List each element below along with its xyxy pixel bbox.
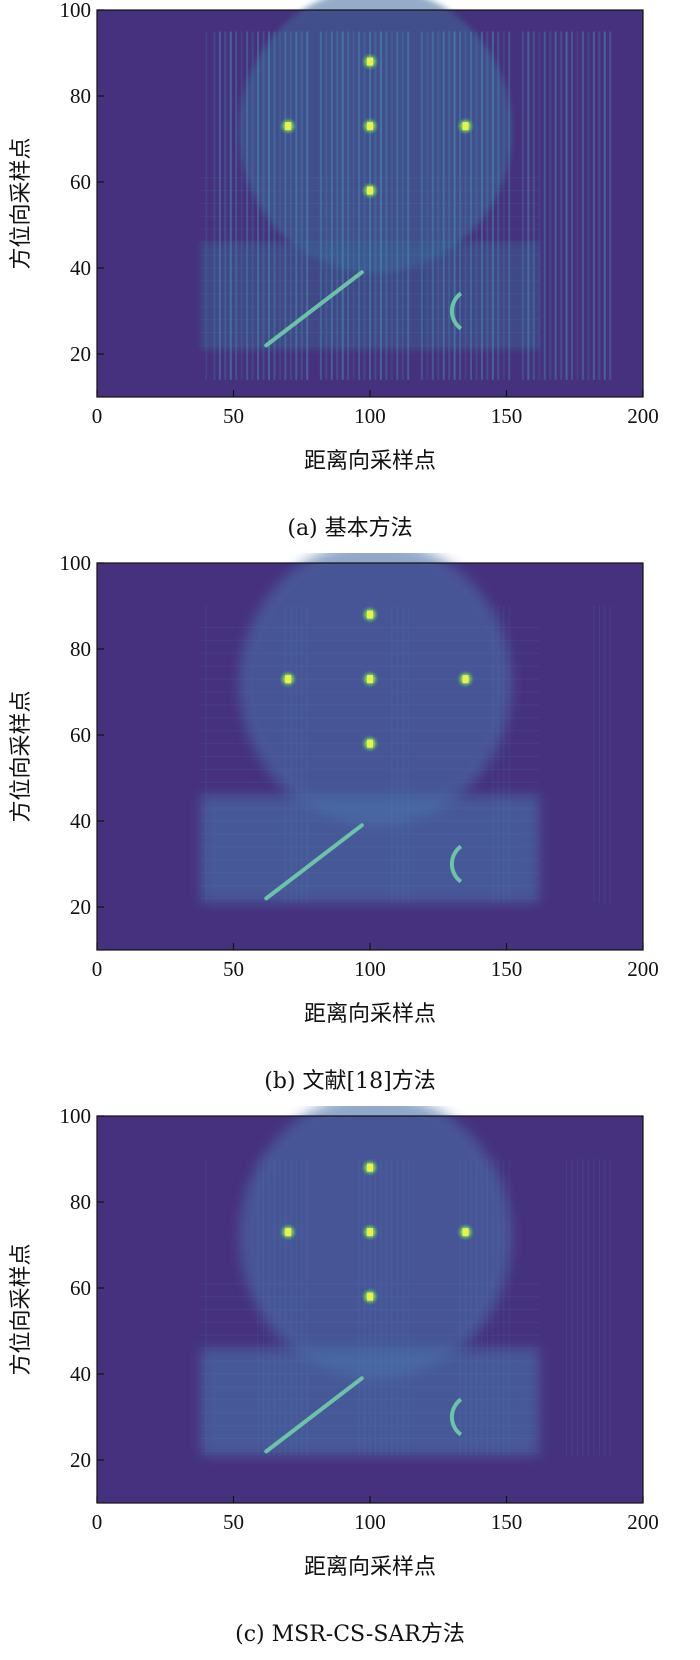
heatmap-chart-b: 0 50 100 150 200 20 40 60 80 100 距离向采样点 方位向采样点 [9, 553, 659, 1027]
x-tick-label: 50 [223, 957, 244, 981]
y-tick-label: 100 [60, 0, 92, 22]
panel-a: 0 50 100 150 200 20 40 60 80 100 距离向采样点 方位向采样点 (a) … [0, 0, 700, 553]
x-tick-label: 100 [354, 404, 386, 428]
x-axis-label: 距离向采样点 [304, 1002, 436, 1027]
y-tick-label: 60 [70, 1276, 91, 1300]
point-target-core [367, 186, 373, 195]
point-target-core [367, 739, 373, 748]
x-tick-label: 200 [627, 957, 659, 981]
point-target-core [367, 57, 373, 66]
x-tick-label: 100 [354, 1510, 386, 1534]
y-axis-label: 方位向采样点 [9, 690, 34, 822]
point-target-core [367, 1228, 373, 1237]
y-tick-label: 20 [70, 1448, 91, 1472]
arc-target [449, 844, 463, 884]
lower-region [200, 242, 540, 350]
x-axis-label: 距离向采样点 [304, 1555, 436, 1580]
y-tick-label: 40 [70, 809, 91, 833]
caption-a: (a) 基本方法 [287, 516, 413, 541]
y-tick-label: 100 [60, 553, 92, 575]
lower-region [200, 795, 540, 903]
y-tick-label: 60 [70, 723, 91, 747]
x-tick-label: 50 [223, 404, 244, 428]
y-axis-label: 方位向采样点 [9, 137, 34, 269]
diagonal-line-target [264, 270, 364, 348]
diagonal-line-target [264, 1376, 364, 1454]
heatmap-chart-a: 0 50 100 150 200 20 40 60 80 100 距离向采样点 方位向采样点 [9, 0, 659, 474]
point-target-core [462, 1228, 469, 1237]
y-tick-label: 40 [70, 256, 91, 280]
point-target-core [285, 675, 292, 684]
x-tick-label: 200 [627, 404, 659, 428]
x-tick-label: 100 [354, 957, 386, 981]
heatmap-chart-c: 0 50 100 150 200 20 40 60 80 100 距离向采样点 方位向采样点 [9, 1106, 659, 1580]
point-target-core [285, 1228, 292, 1237]
arc-target [449, 291, 463, 331]
point-target-core [367, 122, 373, 131]
y-tick-label: 20 [70, 895, 91, 919]
caption-b: (b) 文献[18]方法 [264, 1069, 436, 1094]
point-target-core [285, 122, 292, 131]
upper-region [239, 553, 512, 826]
caption-c: (c) MSR-CS-SAR方法 [235, 1622, 465, 1647]
x-axis-label: 距离向采样点 [304, 449, 436, 474]
upper-region [239, 1106, 512, 1379]
y-tick-label: 60 [70, 170, 91, 194]
scene-layer [200, 553, 611, 903]
y-tick-label: 80 [70, 1190, 91, 1214]
y-tick-label: 40 [70, 1362, 91, 1386]
arc-target [449, 1397, 463, 1437]
upper-region [239, 0, 512, 273]
point-target-core [367, 1292, 373, 1301]
x-tick-label: 0 [92, 1510, 103, 1534]
y-tick-label: 20 [70, 342, 91, 366]
y-tick-label: 80 [70, 637, 91, 661]
y-tick-label: 80 [70, 84, 91, 108]
y-tick-label: 100 [60, 1106, 92, 1128]
point-target-core [462, 675, 469, 684]
x-tick-label: 150 [491, 404, 523, 428]
scene-layer [200, 0, 612, 380]
x-tick-label: 200 [627, 1510, 659, 1534]
y-axis-label: 方位向采样点 [9, 1243, 34, 1375]
point-target-core [462, 122, 469, 131]
point-target-core [367, 610, 373, 619]
panel-c: 0 50 100 150 200 20 40 60 80 100 距离向采样点 方位向采样点 (c) … [0, 1106, 700, 1659]
x-tick-label: 150 [491, 1510, 523, 1534]
x-tick-label: 0 [92, 957, 103, 981]
point-target-core [367, 675, 373, 684]
lower-region [200, 1348, 540, 1456]
x-tick-label: 150 [491, 957, 523, 981]
diagonal-line-target [264, 823, 364, 901]
x-tick-label: 50 [223, 1510, 244, 1534]
point-target-core [367, 1163, 373, 1172]
x-tick-label: 0 [92, 404, 103, 428]
panel-b: 0 50 100 150 200 20 40 60 80 100 距离向采样点 方位向采样点 (b) … [0, 553, 700, 1106]
scene-layer [200, 1106, 611, 1456]
